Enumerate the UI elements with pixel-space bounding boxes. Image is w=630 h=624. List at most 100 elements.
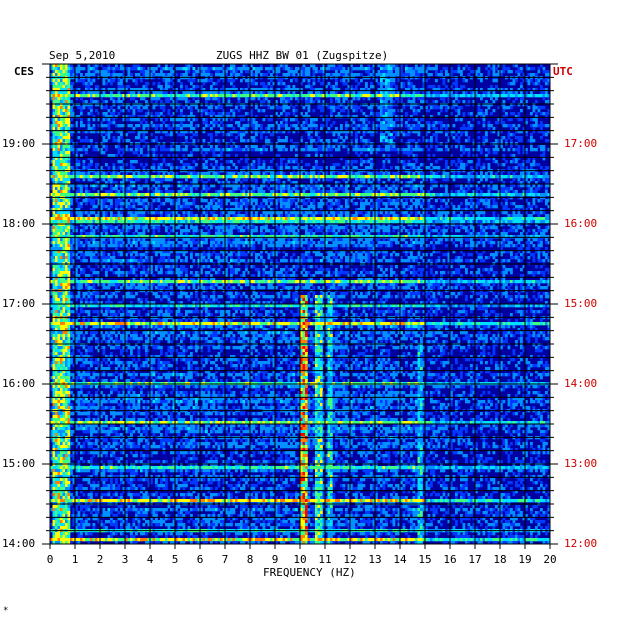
heatmap-cell <box>160 190 163 193</box>
heatmap-cell <box>430 103 433 106</box>
heatmap-cell <box>135 148 138 151</box>
heatmap-cell <box>408 145 411 148</box>
heatmap-cell <box>408 148 411 151</box>
heatmap-cell <box>530 136 533 139</box>
heatmap-cell <box>463 124 466 127</box>
heatmap-cell <box>543 91 546 94</box>
heatmap-cell <box>438 148 441 151</box>
heatmap-cell <box>193 67 196 70</box>
heatmap-cell <box>253 124 256 127</box>
heatmap-cell <box>383 100 386 103</box>
heatmap-cell <box>143 136 146 139</box>
heatmap-cell <box>188 100 191 103</box>
heatmap-cell <box>163 193 166 196</box>
heatmap-cell <box>218 70 221 73</box>
heatmap-cell <box>153 73 156 76</box>
heatmap-cell <box>455 91 458 94</box>
heatmap-cell <box>318 175 321 178</box>
heatmap-cell <box>228 160 231 163</box>
heatmap-cell <box>140 172 143 175</box>
heatmap-cell <box>315 91 318 94</box>
heatmap-cell <box>110 82 113 85</box>
heatmap-cell <box>133 103 136 106</box>
heatmap-cell <box>270 133 273 136</box>
heatmap-cell <box>363 148 366 151</box>
heatmap-cell <box>128 94 131 97</box>
heatmap-cell <box>285 85 288 88</box>
heatmap-cell <box>468 73 471 76</box>
heatmap-cell <box>140 94 143 97</box>
heatmap-cell <box>95 175 98 178</box>
heatmap-cell <box>158 175 161 178</box>
heatmap-cell <box>510 124 513 127</box>
heatmap-cell <box>285 73 288 76</box>
heatmap-cell <box>388 160 391 163</box>
heatmap-cell <box>405 67 408 70</box>
heatmap-cell <box>158 73 161 76</box>
heatmap-cell <box>143 124 146 127</box>
heatmap-cell <box>358 154 361 157</box>
heatmap-cell <box>445 94 448 97</box>
heatmap-cell <box>138 187 141 190</box>
heatmap-cell <box>185 163 188 166</box>
heatmap-cell <box>520 82 523 85</box>
heatmap-cell <box>190 109 193 112</box>
heatmap-cell <box>103 193 106 196</box>
heatmap-cell <box>143 67 146 70</box>
heatmap-cell <box>170 193 173 196</box>
heatmap-cell <box>460 175 463 178</box>
heatmap-cell <box>283 175 286 178</box>
heatmap-cell <box>285 148 288 151</box>
heatmap-cell <box>355 166 358 169</box>
heatmap-cell <box>540 112 543 115</box>
heatmap-cell <box>488 103 491 106</box>
heatmap-cell <box>120 94 123 97</box>
heatmap-cell <box>283 190 286 193</box>
heatmap-cell <box>358 172 361 175</box>
heatmap-cell <box>68 79 71 82</box>
heatmap-cell <box>495 160 498 163</box>
heatmap-cell <box>395 70 398 73</box>
heatmap-cell <box>503 187 506 190</box>
heatmap-cell <box>188 91 191 94</box>
heatmap-cell <box>163 160 166 163</box>
heatmap-cell <box>83 178 86 181</box>
heatmap-cell <box>65 133 68 136</box>
heatmap-cell <box>160 103 163 106</box>
heatmap-cell <box>243 175 246 178</box>
heatmap-cell <box>440 106 443 109</box>
heatmap-cell <box>310 193 313 196</box>
heatmap-cell <box>63 154 66 157</box>
heatmap-cell <box>180 82 183 85</box>
heatmap-cell <box>370 148 373 151</box>
heatmap-cell <box>308 175 311 178</box>
heatmap-cell <box>68 175 71 178</box>
heatmap-cell <box>408 79 411 82</box>
heatmap-cell <box>180 109 183 112</box>
heatmap-cell <box>503 148 506 151</box>
heatmap-cell <box>160 127 163 130</box>
heatmap-cell <box>503 136 506 139</box>
heatmap-cell <box>58 154 61 157</box>
heatmap-cell <box>538 106 541 109</box>
heatmap-cell <box>58 118 61 121</box>
heatmap-cell <box>205 103 208 106</box>
heatmap-cell <box>83 124 86 127</box>
heatmap-cell <box>255 133 258 136</box>
heatmap-cell <box>58 160 61 163</box>
heatmap-cell <box>408 133 411 136</box>
heatmap-cell <box>313 172 316 175</box>
heatmap-cell <box>295 127 298 130</box>
heatmap-cell <box>288 85 291 88</box>
heatmap-cell <box>155 139 158 142</box>
heatmap-cell <box>158 124 161 127</box>
heatmap-cell <box>85 136 88 139</box>
heatmap-cell <box>205 163 208 166</box>
heatmap-cell <box>188 124 191 127</box>
heatmap-cell <box>388 109 391 112</box>
heatmap-cell <box>508 106 511 109</box>
heatmap-cell <box>328 82 331 85</box>
heatmap-cell <box>263 109 266 112</box>
heatmap-cell <box>430 94 433 97</box>
heatmap-cell <box>455 118 458 121</box>
